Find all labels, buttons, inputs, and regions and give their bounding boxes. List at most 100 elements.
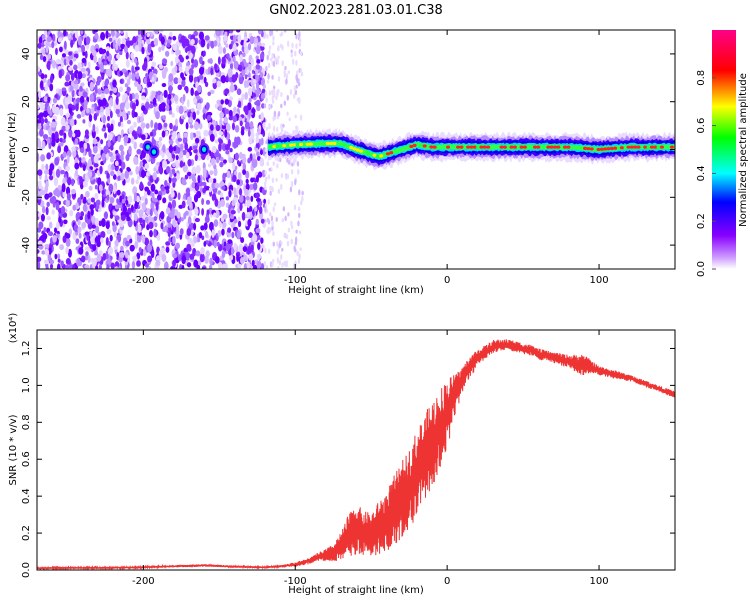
spectrogram-noise-cell [266,217,270,223]
spectrogram-noise-cell [130,52,135,60]
spectrogram-noise-cell [232,34,237,44]
spectrogram-noise-cell [125,31,128,40]
spectrogram-noise-cell [129,244,135,252]
spectrogram-noise-cell [196,237,201,243]
spectrogram-noise-cell [172,219,177,228]
spectrogram-noise-cell [123,134,129,144]
spectrogram-noise-cell [57,145,62,154]
spectrogram-noise-cell [267,199,270,205]
spectrogram-noise-cell [45,41,50,46]
spectrogram-noise-cell [246,79,250,88]
spectrogram-noise-cell [109,234,113,242]
spectrogram-noise-cell [258,200,263,207]
spectrogram-noise-cell [273,92,276,98]
spectrogram-noise-cell [272,35,275,42]
spectrogram-noise-cell [239,256,245,265]
spectrogram-noise-cell [198,231,203,239]
spectrogram-noise-cell [202,50,206,57]
spectrogram-noise-cell [112,79,117,88]
spectrogram-noise-cell [277,265,280,269]
spectrogram-y-tick-label: 0 [21,146,32,152]
spectrogram-noise-cell [131,130,137,138]
spectrogram-noise-cell [140,134,146,140]
spectrogram-noise-cell [119,102,125,111]
spectrogram-noise-cell [225,123,231,132]
spectrogram-noise-cell [195,130,201,137]
spectrogram-noise-cell [247,246,252,256]
spectrogram-noise-cell [285,174,288,180]
spectrogram-noise-cell [236,88,242,96]
spectrogram-noise-cell [126,119,132,125]
spectrogram-noise-cell [160,185,165,192]
spectrogram-noise-cell [188,67,194,76]
spectrogram-noise-cell [162,58,168,65]
spectrogram-noise-cell [211,120,217,126]
spectrogram-track-peak [486,145,491,149]
spectrogram-noise-cell [172,131,177,138]
spectrogram-noise-cell [176,147,181,154]
spectrogram-noise-cell [102,97,107,106]
spectrogram-noise-cell [234,152,239,161]
spectrogram-noise-cell [298,212,301,219]
spectrogram-noise-cell [248,137,252,145]
spectrogram-noise-cell [242,155,247,164]
spectrogram-noise-cell [108,151,113,158]
spectrogram-noise-cell [83,196,87,204]
spectrogram-noise-cell [153,139,156,147]
spectrogram-noise-cell [206,43,210,50]
spectrogram-noise-cell [161,69,167,76]
spectrogram-noise-cell [127,195,133,205]
spectrogram-noise-cell [250,195,254,202]
spectrogram-y-tick-label: -20 [21,189,32,205]
spectrogram-noise-cell [190,57,195,64]
spectrogram-track-peak [643,145,648,149]
spectrogram-track-peak [626,145,631,149]
spectrogram-noise-cell [197,156,202,161]
spectrogram-noise-cell [264,170,267,176]
spectrogram-noise-cell [153,208,157,215]
spectrogram-noise-cell [172,35,177,41]
spectrogram-noise-cell [138,246,142,253]
spectrogram-noise-cell [101,198,105,208]
spectrogram-noise-cell [191,45,196,55]
spectrogram-noise-cell [80,67,86,73]
spectrogram-noise-cell [66,155,70,164]
spectrogram-noise-cell [66,192,71,201]
spectrogram-noise-cell [130,204,134,212]
spectrogram-noise-cell [94,192,99,200]
spectrogram-noise-cell [162,197,167,204]
spectrogram-noise-cell [55,58,61,65]
spectrogram-noise-cell [185,65,189,75]
spectrogram-noise-cell [78,232,82,239]
spectrogram-noise-cell [136,84,142,92]
spectrogram-noise-cell [298,37,302,43]
spectrogram-noise-cell [37,152,40,162]
spectrogram-noise-cell [155,202,159,211]
spectrogram-noise-cell [244,74,248,80]
spectrogram-noise-cell [171,206,175,216]
spectrogram-noise-cell [272,241,275,247]
spectrogram-noise-cell [272,41,275,46]
spectrogram-noise-cell [61,183,66,193]
spectrogram-noise-cell [45,206,49,216]
spectrogram-noise-cell [131,65,135,75]
spectrogram-noise-cell [94,217,99,226]
spectrogram-noise-cell [293,245,296,252]
spectrogram-noise-cell [103,145,108,155]
spectrogram-noise-cell [79,95,85,104]
spectrogram-noise-cell [180,35,186,45]
spectrogram-noise-cell [37,42,42,49]
spectrogram-noise-cell [80,30,84,35]
spectrogram-noise-cell [91,224,96,229]
spectrogram-noise-cell [295,84,298,89]
spectrogram-noise-cell [94,251,99,256]
snr-y-tick-label: 0.2 [21,525,32,541]
spectrogram-noise-cell [95,225,100,234]
spectrogram-noise-cell [263,198,267,204]
spectrogram-noise-cell [228,254,234,261]
spectrogram-noise-cell [110,262,115,269]
spectrogram-noise-cell [164,50,170,57]
spectrogram-noise-cell [91,129,96,139]
spectrogram-noise-cell [90,197,96,203]
